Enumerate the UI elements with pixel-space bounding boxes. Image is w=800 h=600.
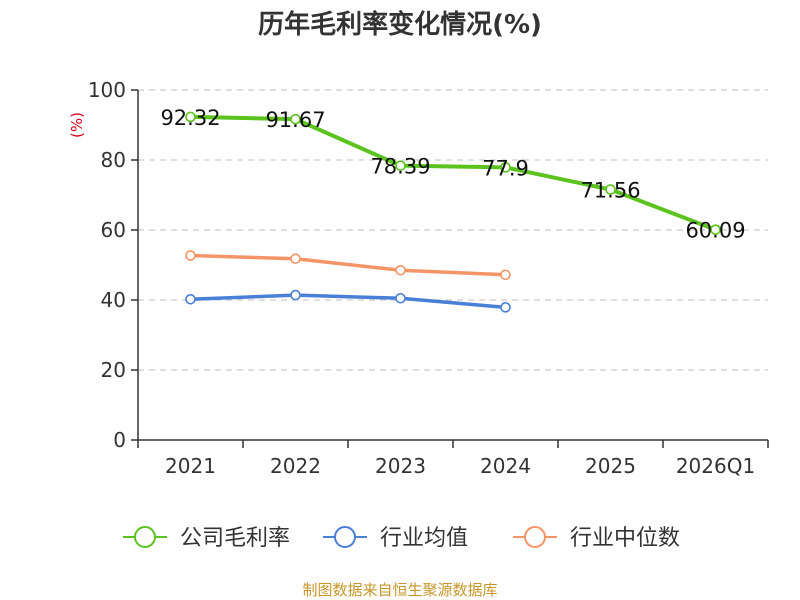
series-line — [188, 293, 508, 310]
data-point — [290, 113, 301, 125]
data-label: 60.09 — [685, 219, 745, 243]
axes: 0 20 40 60 80 100 2021 2022 2023 2024 2025 2026Q1 — [88, 78, 769, 478]
x-tick-label: 2023 — [375, 454, 426, 478]
y-tick-label: 0 — [113, 428, 126, 452]
legend-item: 行业中位数 — [513, 526, 680, 551]
y-tick-label: 60 — [101, 218, 126, 242]
data-point — [185, 293, 196, 305]
series-1 — [185, 289, 511, 313]
series-0 — [185, 111, 721, 235]
legend-marker — [524, 526, 546, 548]
data-labels: 92.32 91.67 78.39 77.9 71.56 60.09 — [160, 106, 745, 243]
data-point — [290, 289, 301, 301]
legend-marker — [334, 526, 356, 548]
data-point — [290, 253, 301, 265]
series-line — [188, 253, 508, 277]
legend: 公司毛利率 行业均值 行业中位数 — [123, 526, 680, 551]
legend-label: 行业中位数 — [570, 526, 680, 551]
data-point — [605, 184, 616, 195]
y-tick-label: 100 — [88, 78, 126, 102]
data-point — [500, 302, 511, 313]
y-axis-label: (%) — [68, 112, 86, 138]
data-point — [185, 250, 196, 261]
series-2 — [185, 250, 511, 281]
gridlines — [138, 89, 768, 371]
data-point — [395, 160, 406, 171]
data-point — [500, 269, 511, 281]
data-label: 71.56 — [580, 179, 640, 203]
x-tick-label: 2026Q1 — [676, 454, 755, 478]
x-tick-label: 2021 — [165, 454, 216, 478]
y-tick-label: 40 — [101, 288, 126, 312]
data-label: 78.39 — [370, 155, 430, 179]
x-tick-label: 2024 — [480, 454, 531, 478]
chart-title: 历年毛利率变化情况(%) — [258, 9, 542, 40]
legend-label: 公司毛利率 — [180, 526, 290, 551]
source-note: 制图数据来自恒生聚源数据库 — [302, 581, 497, 599]
data-label: 91.67 — [265, 108, 325, 132]
series-layer — [185, 111, 721, 313]
x-tick-label: 2025 — [585, 454, 636, 478]
y-tick-label: 80 — [101, 148, 126, 172]
data-label: 92.32 — [160, 106, 220, 130]
legend-item: 公司毛利率 — [123, 526, 290, 551]
data-label: 77.9 — [482, 156, 529, 180]
x-tick-label: 2022 — [270, 454, 321, 478]
legend-label: 行业均值 — [380, 526, 468, 551]
legend-marker — [134, 526, 156, 548]
legend-item: 行业均值 — [323, 526, 468, 551]
data-point — [500, 162, 511, 173]
series-line — [188, 114, 718, 232]
data-point — [185, 111, 196, 123]
data-point — [395, 264, 406, 276]
y-tick-label: 20 — [101, 358, 126, 382]
data-point — [395, 292, 406, 304]
data-point — [710, 224, 721, 235]
